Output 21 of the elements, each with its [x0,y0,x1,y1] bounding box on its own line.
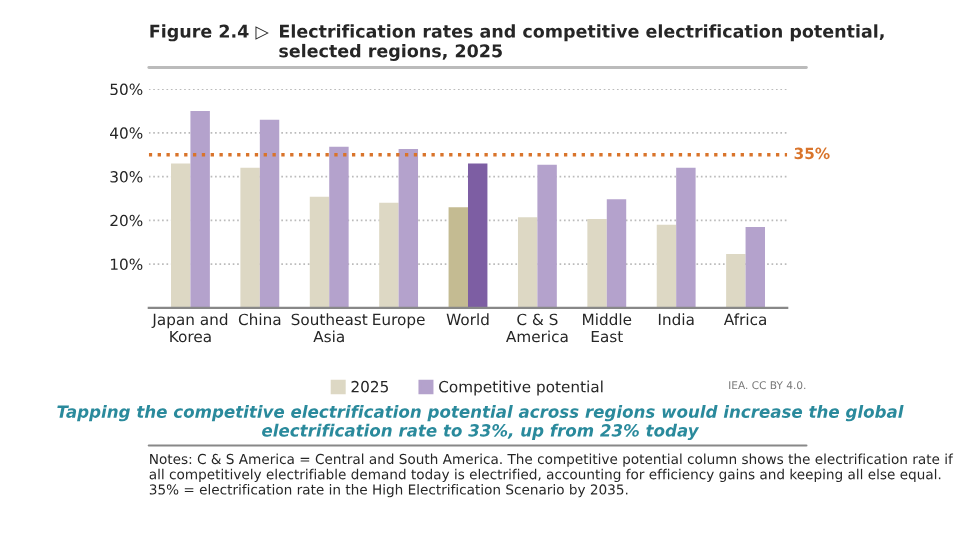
bar [379,202,399,308]
bar [329,146,349,308]
bar [309,196,330,308]
text: Tapping the competitive electrification potential across regions would increase the global electrification rate to 33%, up from 23% today [57,405,904,441]
bar [448,207,468,308]
bar [398,149,419,308]
bar [745,226,765,308]
bar [259,119,280,308]
bar [537,164,557,308]
bar [240,167,260,308]
bar [726,254,746,308]
bar [517,217,538,308]
bar [676,167,696,308]
bar [587,219,607,308]
chart-title: Electrification rates and competitive electrification potential, selected regions, 2025 [279,24,884,61]
bar [171,163,191,308]
bar [190,110,210,308]
bar [468,163,488,308]
bar [656,224,677,308]
bar [606,199,627,308]
caption: Figure 2.4 ▷ [150,24,269,42]
